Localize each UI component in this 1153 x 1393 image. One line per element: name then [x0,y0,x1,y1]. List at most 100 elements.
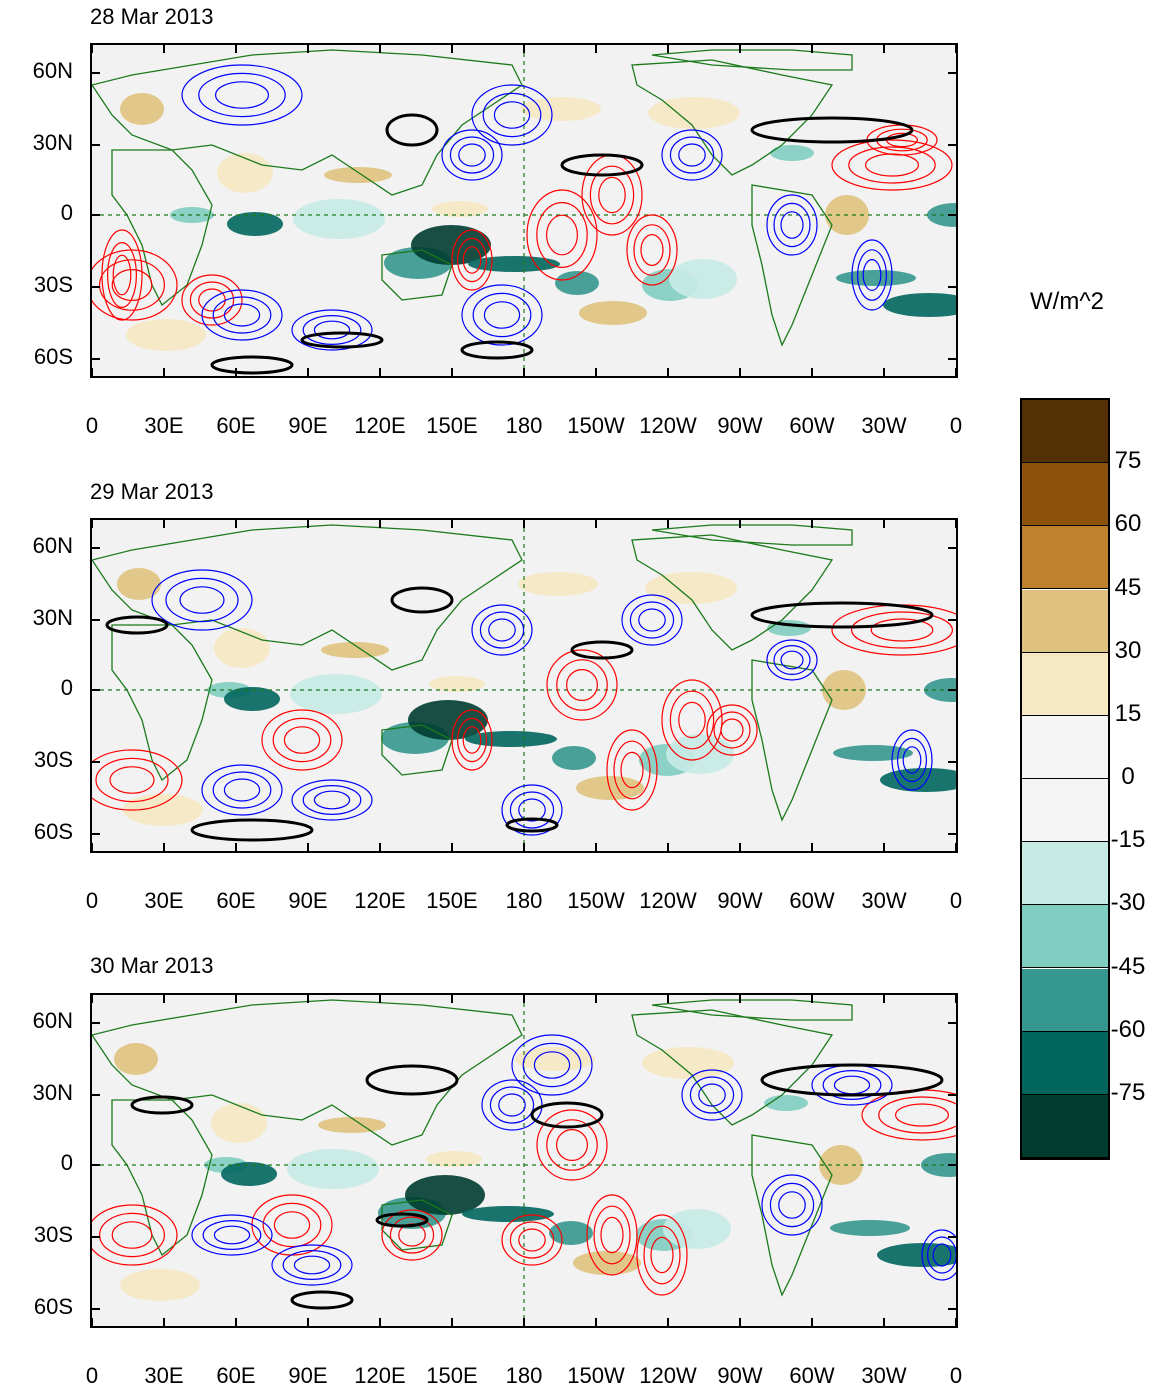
negative-contour [471,604,533,656]
negative-contour [621,594,683,646]
olr-anomaly-patch [518,572,598,596]
negative-contour [471,84,553,146]
jet-contour [530,1101,604,1129]
olr-anomaly-patch [663,1209,731,1249]
colorbar-label: -75 [1110,1078,1146,1106]
positive-contour [706,704,758,756]
positive-contour [451,229,493,291]
coastline [651,999,853,1021]
positive-contour [111,269,153,302]
map-panel-1 [90,43,958,378]
axis-tick [235,368,237,376]
olr-anomaly-patch [552,746,596,770]
olr-anomaly-patch [770,145,814,161]
lon-label: 150E [426,1363,478,1388]
olr-anomaly-patch [432,201,488,217]
colorbar-label: -45 [1110,952,1146,980]
lon-label: 90E [288,1363,328,1388]
colorbar-label: -60 [1110,1015,1146,1043]
axis-tick [379,45,381,53]
axis-tick [595,368,597,376]
negative-contour [669,136,715,174]
jet-contour [460,340,534,360]
colorbar-label: -30 [1110,889,1146,917]
axis-tick [811,995,813,1003]
axis-tick [948,547,956,549]
axis-tick [948,72,956,74]
negative-contour [482,92,542,138]
axis-tick [92,358,100,360]
axis-tick [92,1308,100,1310]
positive-contour [536,1109,608,1181]
axis-tick [163,45,165,53]
positive-contour [536,202,588,269]
negative-contour [181,64,303,126]
positive-contour [878,1096,956,1134]
positive-contour [109,766,155,794]
colorbar-segment [1022,589,1108,653]
negative-contour [851,239,893,311]
axis-tick [235,45,237,53]
lon-label: 150E [426,888,478,913]
negative-contour [681,1069,743,1121]
coastline [751,184,833,347]
positive-contour [501,1214,563,1266]
jet-contour [375,1212,429,1228]
axis-tick [163,368,165,376]
negative-contour [479,611,525,649]
axis-tick [235,1318,237,1326]
olr-anomaly-patch [833,745,913,761]
jet-contour [365,1064,459,1096]
olr-anomaly-patch [429,676,485,692]
lon-label: 90E [288,888,328,913]
negative-contour [778,1191,806,1219]
axis-tick [91,995,93,1003]
positive-contour [101,229,143,321]
axis-tick [948,619,956,621]
positive-contour [107,242,137,309]
coastline [92,999,523,1146]
positive-contour [262,1202,322,1248]
olr-anomaly-patch [830,1220,910,1236]
olr-anomaly-patch [642,1047,734,1079]
positive-contour [189,281,235,319]
lon-label: 120E [354,413,406,438]
negative-contour [223,778,261,802]
lon-label: 150W [567,1363,625,1388]
jet-contour [570,640,634,660]
positive-contour [111,1221,153,1249]
positive-contour [457,717,488,763]
positive-contour [620,751,644,789]
lon-label: 0 [949,888,963,913]
negative-contour [313,790,351,810]
olr-anomaly-patch [126,319,206,351]
colorbar-label: -15 [1110,826,1146,854]
axis-tick [451,520,453,528]
olr-anomaly-patch [221,1162,277,1186]
positive-contour [894,1103,949,1127]
negative-contour [282,1250,342,1281]
lat-label: 60N [32,1008,73,1033]
colorbar-label: 60 [1114,510,1142,538]
negative-contour [179,586,225,614]
positive-contour [509,1221,555,1259]
negative-contour [214,81,269,109]
lat-label: 30N [32,1080,73,1105]
axis-tick [948,761,956,763]
negative-contour [769,1182,815,1228]
olr-anomaly-patch [426,1151,482,1167]
positive-contour [546,1119,598,1171]
negative-contour [472,292,532,338]
negative-contour [678,143,706,167]
axis-tick [948,1236,956,1238]
coastline [111,624,213,782]
negative-contour [489,1086,535,1124]
positive-contour [870,618,934,642]
negative-contour [212,771,272,809]
axis-tick [235,843,237,851]
olr-anomaly-patch [324,167,392,183]
olr-anomaly-patch [224,687,280,711]
axis-tick [739,368,741,376]
positive-contour [389,1216,435,1254]
lon-label: 0 [85,888,99,913]
